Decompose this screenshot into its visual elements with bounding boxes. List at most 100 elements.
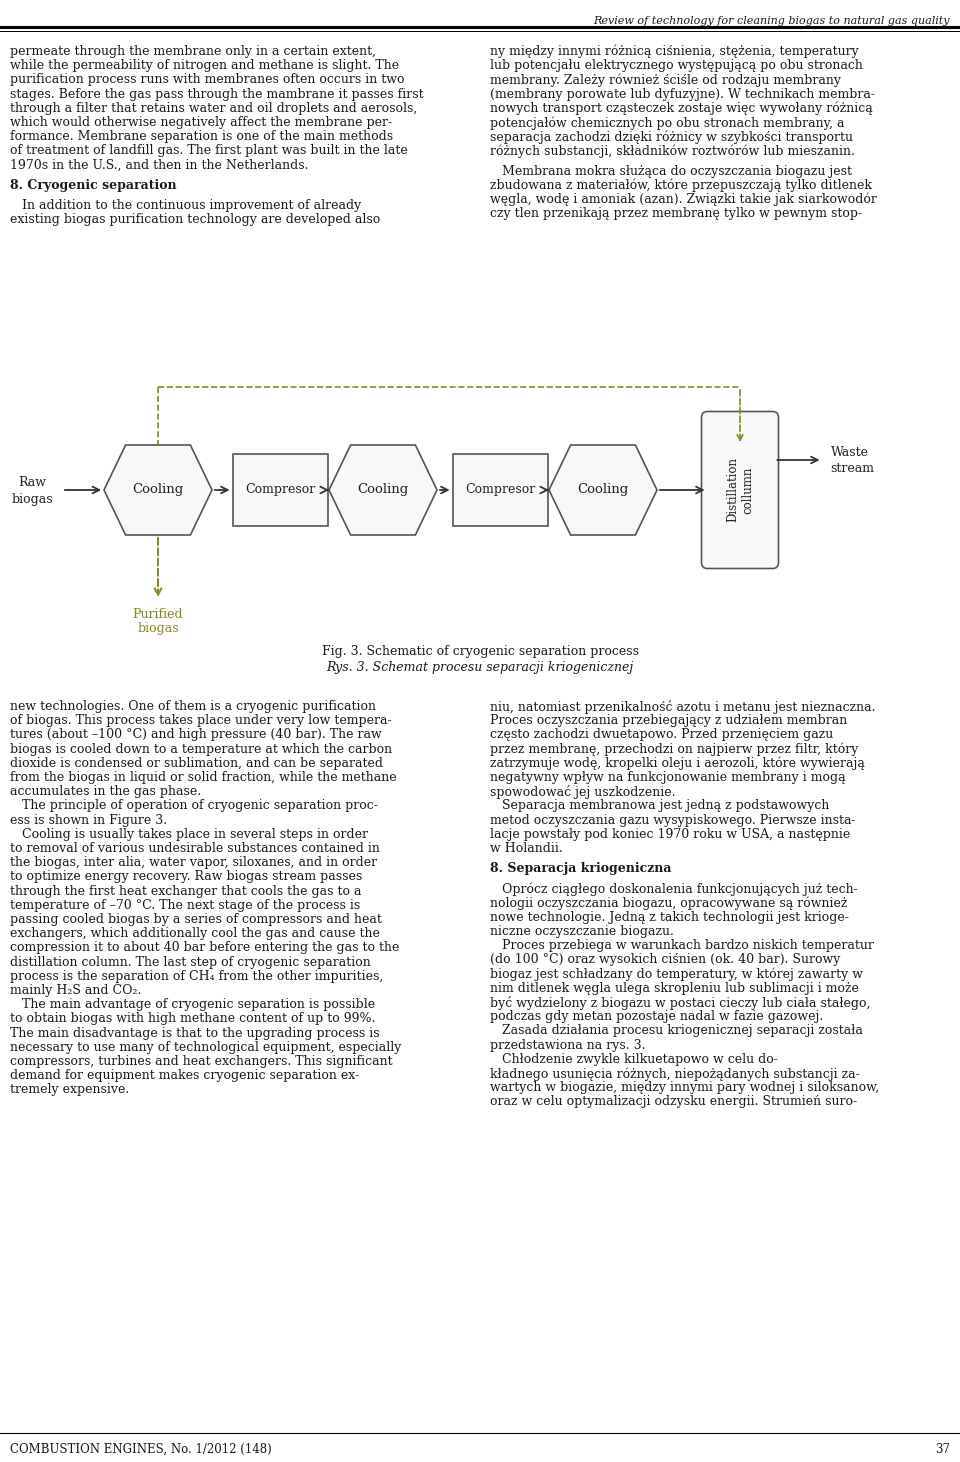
Bar [232, 455, 327, 526]
Text: przez membranę, przechodzi on najpierw przez filtr, który: przez membranę, przechodzi on najpierw p… [490, 743, 858, 756]
Text: compression it to about 40 bar before entering the gas to the: compression it to about 40 bar before en… [10, 942, 399, 955]
Text: 8. Cryogenic separation: 8. Cryogenic separation [10, 178, 177, 192]
Text: Distillation
collumn: Distillation collumn [726, 458, 754, 522]
Text: Zasada działania procesu kriogenicznej separacji została: Zasada działania procesu kriogenicznej s… [490, 1025, 863, 1038]
Text: lub potencjału elektrycznego występującą po obu stronach: lub potencjału elektrycznego występującą… [490, 58, 863, 72]
Text: wartych w biogazie, między innymi pary wodnej i siloksanow,: wartych w biogazie, między innymi pary w… [490, 1082, 879, 1094]
Text: nowe technologie. Jedną z takich technologii jest krioge-: nowe technologie. Jedną z takich technol… [490, 911, 849, 924]
Text: 8. Separacja kriogeniczna: 8. Separacja kriogeniczna [490, 863, 671, 876]
Text: while the permeability of nitrogen and methane is slight. The: while the permeability of nitrogen and m… [10, 58, 399, 72]
Polygon shape [329, 444, 437, 535]
FancyBboxPatch shape [702, 411, 779, 569]
Text: Cooling: Cooling [577, 484, 629, 497]
Text: Chłodzenie zwykle kilkuetapowo w celu do-: Chłodzenie zwykle kilkuetapowo w celu do… [490, 1053, 778, 1066]
Text: membrany. Zależy również ściśle od rodzaju membrany: membrany. Zależy również ściśle od rodza… [490, 73, 841, 86]
Text: Compresor: Compresor [245, 484, 315, 497]
Text: Oprócz ciągłego doskonalenia funkcjonujących już tech-: Oprócz ciągłego doskonalenia funkcjonują… [490, 883, 857, 896]
Text: stream: stream [830, 462, 875, 475]
Text: niczne oczyszczanie biogazu.: niczne oczyszczanie biogazu. [490, 925, 674, 939]
Text: Review of technology for cleaning biogas to natural gas quality: Review of technology for cleaning biogas… [593, 16, 950, 26]
Text: biogas: biogas [137, 621, 179, 635]
Text: Compresor: Compresor [465, 484, 535, 497]
Text: (membrany porowate lub dyfuzyjne). W technikach membra-: (membrany porowate lub dyfuzyjne). W tec… [490, 88, 875, 101]
Text: Raw: Raw [18, 477, 46, 490]
Text: Cooling: Cooling [357, 484, 409, 497]
Text: distillation column. The last step of cryogenic separation: distillation column. The last step of cr… [10, 956, 371, 969]
Text: to obtain biogas with high methane content of up to 99%.: to obtain biogas with high methane conte… [10, 1012, 375, 1025]
Text: accumulates in the gas phase.: accumulates in the gas phase. [10, 785, 202, 798]
Polygon shape [549, 444, 657, 535]
Text: przedstawiona na rys. 3.: przedstawiona na rys. 3. [490, 1038, 645, 1051]
Text: 1970s in the U.S., and then in the Netherlands.: 1970s in the U.S., and then in the Nethe… [10, 158, 308, 171]
Text: tremely expensive.: tremely expensive. [10, 1083, 130, 1096]
Text: to optimize energy recovery. Raw biogas stream passes: to optimize energy recovery. Raw biogas … [10, 870, 362, 883]
Text: zatrzymuje wodę, kropelki oleju i aerozoli, które wywierają: zatrzymuje wodę, kropelki oleju i aerozo… [490, 757, 865, 770]
Text: In addition to the continuous improvement of already: In addition to the continuous improvemen… [10, 199, 361, 212]
Text: of biogas. This process takes place under very low tempera-: of biogas. This process takes place unde… [10, 715, 392, 727]
Text: tures (about –100 °C) and high pressure (40 bar). The raw: tures (about –100 °C) and high pressure … [10, 728, 382, 741]
Text: ny między innymi różnicą ciśnienia, stężenia, temperatury: ny między innymi różnicą ciśnienia, stęż… [490, 45, 859, 58]
Text: compressors, turbines and heat exchangers. This significant: compressors, turbines and heat exchanger… [10, 1056, 393, 1069]
Text: niu, natomiast przenikalność azotu i metanu jest nieznaczna.: niu, natomiast przenikalność azotu i met… [490, 700, 876, 713]
Text: The principle of operation of cryogenic separation proc-: The principle of operation of cryogenic … [10, 800, 378, 813]
Text: Cooling: Cooling [132, 484, 183, 497]
Text: nowych transport cząsteczek zostaje więc wywołany różnicą: nowych transport cząsteczek zostaje więc… [490, 102, 873, 115]
Text: kładnego usunięcia różnych, niepożądanych substancji za-: kładnego usunięcia różnych, niepożądanyc… [490, 1067, 860, 1080]
Text: Membrana mokra służąca do oczyszczania biogazu jest: Membrana mokra służąca do oczyszczania b… [490, 165, 852, 177]
Text: from the biogas in liquid or solid fraction, while the methane: from the biogas in liquid or solid fract… [10, 770, 396, 784]
Polygon shape [104, 444, 212, 535]
Text: permeate through the membrane only in a certain extent,: permeate through the membrane only in a … [10, 45, 376, 58]
Text: necessary to use many of technological equipment, especially: necessary to use many of technological e… [10, 1041, 401, 1054]
Text: Waste: Waste [830, 446, 869, 459]
Text: of treatment of landfill gas. The first plant was built in the late: of treatment of landfill gas. The first … [10, 145, 408, 158]
Text: negatywny wpływ na funkcjonowanie membrany i mogą: negatywny wpływ na funkcjonowanie membra… [490, 770, 846, 784]
Text: ess is shown in Figure 3.: ess is shown in Figure 3. [10, 813, 167, 826]
Text: metod oczyszczania gazu wysypiskowego. Pierwsze insta-: metod oczyszczania gazu wysypiskowego. P… [490, 813, 855, 826]
Text: węgla, wodę i amoniak (azan). Związki takie jak siarkowodór: węgla, wodę i amoniak (azan). Związki ta… [490, 193, 876, 206]
Text: The main advantage of cryogenic separation is possible: The main advantage of cryogenic separati… [10, 999, 375, 1012]
Text: passing cooled biogas by a series of compressors and heat: passing cooled biogas by a series of com… [10, 912, 382, 925]
Text: dioxide is condensed or sublimation, and can be separated: dioxide is condensed or sublimation, and… [10, 757, 383, 770]
Text: być wydzielony z biogazu w postaci cieczy lub ciała stałego,: być wydzielony z biogazu w postaci ciecz… [490, 996, 871, 1010]
Text: COMBUSTION ENGINES, No. 1/2012 (148): COMBUSTION ENGINES, No. 1/2012 (148) [10, 1443, 272, 1456]
Text: biogas: biogas [12, 494, 53, 506]
Text: Purified: Purified [132, 608, 183, 621]
Text: 37: 37 [935, 1443, 950, 1456]
Text: through a filter that retains water and oil droplets and aerosols,: through a filter that retains water and … [10, 102, 418, 115]
Text: temperature of –70 °C. The next stage of the process is: temperature of –70 °C. The next stage of… [10, 899, 360, 912]
Text: which would otherwise negatively affect the membrane per-: which would otherwise negatively affect … [10, 115, 392, 129]
Text: existing biogas purification technology are developed also: existing biogas purification technology … [10, 213, 380, 227]
Text: nologii oczyszczania biogazu, opracowywane są również: nologii oczyszczania biogazu, opracowywa… [490, 896, 848, 911]
Text: The main disadvantage is that to the upgrading process is: The main disadvantage is that to the upg… [10, 1026, 379, 1039]
Text: formance. Membrane separation is one of the main methods: formance. Membrane separation is one of … [10, 130, 394, 143]
Bar [452, 455, 547, 526]
Text: biogaz jest schładzany do temperatury, w której zawarty w: biogaz jest schładzany do temperatury, w… [490, 968, 863, 981]
Text: to removal of various undesirable substances contained in: to removal of various undesirable substa… [10, 842, 380, 855]
Text: (do 100 °C) oraz wysokich ciśnien (ok. 40 bar). Surowy: (do 100 °C) oraz wysokich ciśnien (ok. 4… [490, 953, 840, 966]
Text: spowodować jej uszkodzenie.: spowodować jej uszkodzenie. [490, 785, 676, 800]
Text: Proces oczyszczania przebiegający z udziałem membran: Proces oczyszczania przebiegający z udzi… [490, 715, 848, 727]
Text: nim ditlenek węgla ulega skropleniu lub sublimacji i może: nim ditlenek węgla ulega skropleniu lub … [490, 982, 859, 994]
Text: często zachodzi dwuetapowo. Przed przenięciem gazu: często zachodzi dwuetapowo. Przed przeni… [490, 728, 833, 741]
Text: stages. Before the gas pass through the mambrane it passes first: stages. Before the gas pass through the … [10, 88, 423, 101]
Text: potencjałów chemicznych po obu stronach membrany, a: potencjałów chemicznych po obu stronach … [490, 115, 845, 130]
Text: w Holandii.: w Holandii. [490, 842, 563, 855]
Text: mainly H₂S and CO₂.: mainly H₂S and CO₂. [10, 984, 141, 997]
Text: through the first heat exchanger that cools the gas to a: through the first heat exchanger that co… [10, 885, 362, 898]
Text: Proces przebiega w warunkach bardzo niskich temperatur: Proces przebiega w warunkach bardzo nisk… [490, 939, 874, 952]
Text: Separacja membranowa jest jedną z podstawowych: Separacja membranowa jest jedną z podsta… [490, 800, 829, 813]
Text: demand for equipment makes cryogenic separation ex-: demand for equipment makes cryogenic sep… [10, 1069, 359, 1082]
Text: exchangers, which additionally cool the gas and cause the: exchangers, which additionally cool the … [10, 927, 380, 940]
Text: purification process runs with membranes often occurs in two: purification process runs with membranes… [10, 73, 404, 86]
Text: Cooling is usually takes place in several steps in order: Cooling is usually takes place in severa… [10, 827, 368, 841]
Text: biogas is cooled down to a temperature at which the carbon: biogas is cooled down to a temperature a… [10, 743, 392, 756]
Text: różnych substancji, składników roztwórów lub mieszanin.: różnych substancji, składników roztwórów… [490, 145, 854, 158]
Text: the biogas, inter alia, water vapor, siloxanes, and in order: the biogas, inter alia, water vapor, sil… [10, 857, 377, 870]
Text: Rys. 3. Schemat procesu separacji kriogenicznej: Rys. 3. Schemat procesu separacji krioge… [326, 661, 634, 674]
Text: separacja zachodzi dzięki różnicy w szybkości transportu: separacja zachodzi dzięki różnicy w szyb… [490, 130, 853, 143]
Text: new technologies. One of them is a cryogenic purification: new technologies. One of them is a cryog… [10, 700, 376, 713]
Text: process is the separation of CH₄ from the other impurities,: process is the separation of CH₄ from th… [10, 969, 383, 982]
Text: zbudowana z materiałów, które przepuszczają tylko ditlenek: zbudowana z materiałów, które przepuszcz… [490, 178, 872, 193]
Text: oraz w celu optymalizacji odzysku energii. Strumień suro-: oraz w celu optymalizacji odzysku energi… [490, 1095, 857, 1108]
Text: Fig. 3. Schematic of cryogenic separation process: Fig. 3. Schematic of cryogenic separatio… [322, 645, 638, 658]
